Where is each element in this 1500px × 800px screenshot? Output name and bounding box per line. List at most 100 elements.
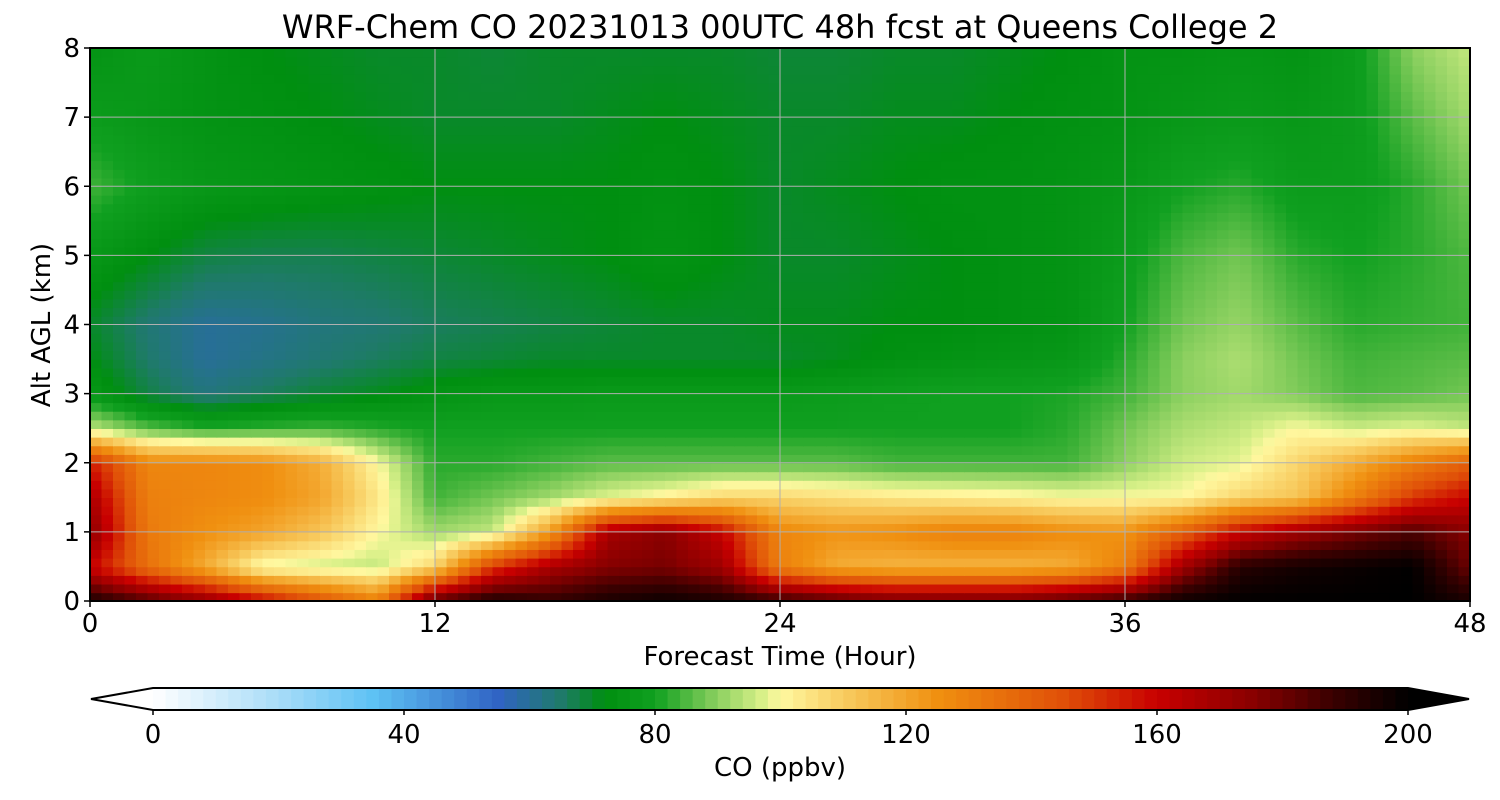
heatmap-cell [964, 575, 977, 585]
heatmap-cell [734, 540, 747, 550]
heatmap-cell [596, 402, 609, 412]
heatmap-cell [1182, 341, 1195, 352]
heatmap-cell [573, 575, 586, 585]
heatmap-cell [193, 281, 206, 291]
heatmap-cell [1044, 575, 1057, 585]
heatmap-cell [642, 246, 655, 257]
heatmap-cell [964, 549, 977, 559]
heatmap-cell [676, 384, 689, 395]
heatmap-cell [895, 246, 908, 257]
heatmap-cell [768, 307, 781, 317]
heatmap-cell [101, 307, 114, 317]
heatmap-cell [1182, 350, 1195, 360]
heatmap-cell [170, 592, 183, 601]
heatmap-cell [1067, 393, 1080, 404]
heatmap-cell [734, 264, 747, 274]
heatmap-cell [458, 350, 471, 360]
heatmap-cell [458, 549, 471, 559]
heatmap-cell [193, 402, 206, 412]
heatmap-cell [929, 583, 942, 594]
heatmap-cell [527, 531, 540, 542]
heatmap-cell [998, 540, 1011, 550]
heatmap-cell [262, 350, 275, 360]
heatmap-cell [1148, 255, 1161, 265]
heatmap-cell [860, 307, 873, 317]
heatmap-cell [1136, 410, 1149, 421]
heatmap-cell [975, 393, 988, 404]
heatmap-cell [216, 514, 229, 525]
heatmap-cell [561, 566, 574, 576]
heatmap-cell [205, 531, 218, 542]
heatmap-cell [872, 436, 885, 447]
heatmap-cell [642, 471, 655, 481]
heatmap-cell [481, 393, 494, 404]
heatmap-cell [515, 583, 528, 594]
heatmap-cell [711, 350, 724, 360]
heatmap-cell [446, 333, 459, 343]
heatmap-cell [136, 393, 149, 404]
heatmap-cell [1343, 402, 1356, 412]
heatmap-cell [147, 575, 160, 585]
heatmap-cell [607, 575, 620, 585]
heatmap-cell [147, 557, 160, 568]
heatmap-cell [653, 523, 666, 533]
heatmap-cell [527, 410, 540, 421]
heatmap-cell [1148, 505, 1161, 516]
heatmap-cell [182, 445, 195, 455]
heatmap-cell [780, 505, 793, 516]
heatmap-cell [964, 505, 977, 516]
heatmap-cell [929, 480, 942, 490]
heatmap-cell [331, 505, 344, 516]
heatmap-cell [918, 359, 931, 369]
heatmap-cell [469, 350, 482, 360]
heatmap-cell [1320, 505, 1333, 516]
heatmap-cell [274, 238, 287, 248]
heatmap-cell [837, 307, 850, 317]
heatmap-cell [860, 531, 873, 542]
heatmap-cell [297, 497, 310, 507]
heatmap-cell [182, 402, 195, 412]
heatmap-cell [688, 583, 701, 594]
heatmap-cell [1240, 540, 1253, 550]
heatmap-cell [883, 583, 896, 594]
heatmap-cell [331, 480, 344, 490]
heatmap-cell [297, 333, 310, 343]
heatmap-cell [837, 531, 850, 542]
heatmap-cell [1389, 359, 1402, 369]
heatmap-cell [251, 540, 264, 550]
heatmap-cell [642, 367, 655, 378]
heatmap-cell [262, 298, 275, 309]
heatmap-cell [929, 428, 942, 438]
heatmap-cell [1067, 454, 1080, 464]
heatmap-cell [1412, 255, 1425, 265]
heatmap-cell [1320, 514, 1333, 525]
heatmap-cell [906, 583, 919, 594]
heatmap-cell [285, 540, 298, 550]
heatmap-cell [1286, 454, 1299, 464]
heatmap-cell [182, 488, 195, 499]
heatmap-cell [1010, 298, 1023, 309]
heatmap-cell [205, 436, 218, 447]
heatmap-cell [366, 454, 379, 464]
heatmap-cell [435, 592, 448, 601]
heatmap-cell [803, 402, 816, 412]
heatmap-cell [803, 480, 816, 490]
heatmap-cell [860, 289, 873, 300]
heatmap-cell [722, 281, 735, 291]
heatmap-cell [596, 315, 609, 326]
heatmap-cell [423, 402, 436, 412]
heatmap-cell [1389, 540, 1402, 550]
heatmap-cell [343, 324, 356, 334]
heatmap-cell [1171, 436, 1184, 447]
heatmap-cell [699, 592, 712, 601]
heatmap-cell [285, 505, 298, 516]
heatmap-cell [964, 376, 977, 386]
heatmap-cell [1320, 488, 1333, 499]
heatmap-cell [1079, 367, 1092, 378]
heatmap-cell [1447, 281, 1460, 291]
heatmap-cell [918, 488, 931, 499]
heatmap-cell [492, 289, 505, 300]
heatmap-cell [768, 402, 781, 412]
heatmap-cell [389, 566, 402, 576]
heatmap-cell [1125, 376, 1138, 386]
